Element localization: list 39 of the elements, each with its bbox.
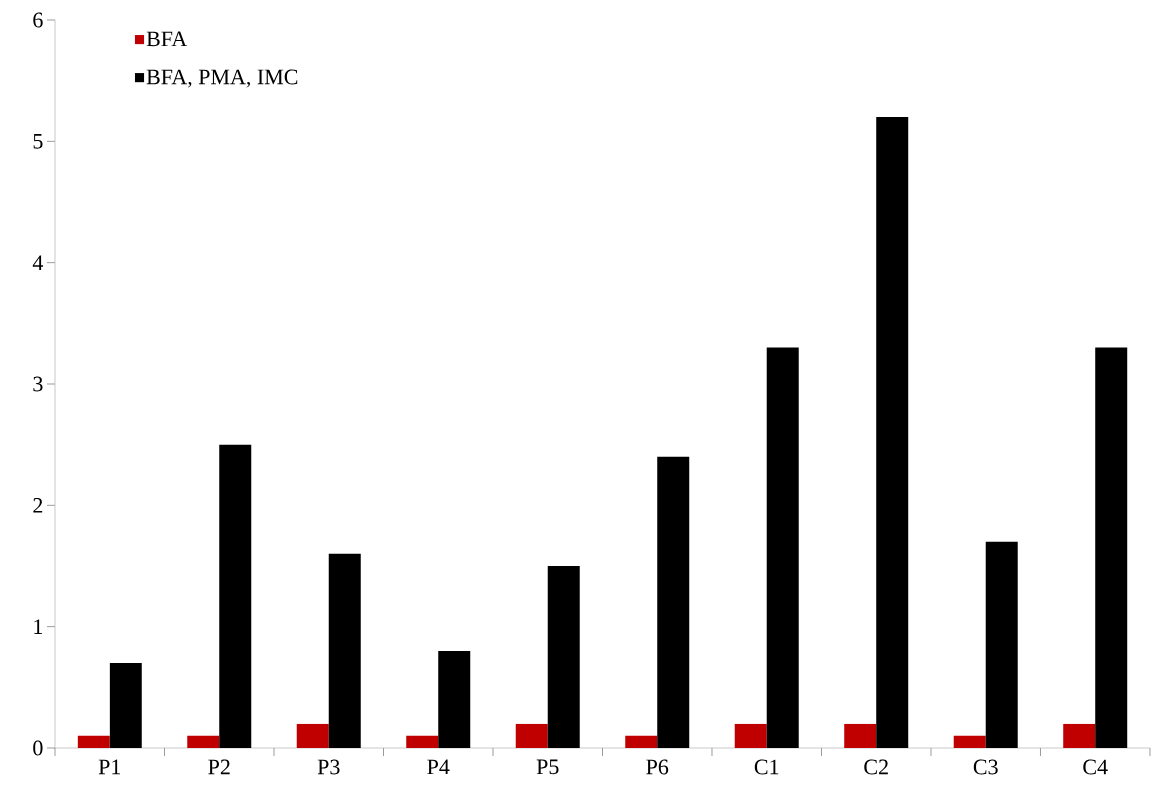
- y-tick-label: 5: [33, 134, 43, 149]
- bar: [1063, 723, 1096, 748]
- legend-label: BFA, PMA, IMC: [146, 69, 298, 88]
- bar: [766, 347, 799, 748]
- x-tick-label: C4: [1083, 759, 1108, 775]
- bar: [1095, 347, 1128, 748]
- x-tick-label: C3: [973, 759, 998, 775]
- y-tick-label: 0: [33, 740, 43, 756]
- x-tick-label: P6: [646, 759, 669, 775]
- bar: [406, 735, 439, 748]
- y-tick-label: 1: [34, 619, 43, 634]
- bar: [296, 723, 329, 748]
- x-tick-label: P5: [536, 759, 559, 775]
- x-tick-label: C2: [864, 759, 888, 775]
- bar: [109, 663, 142, 748]
- bar: [77, 735, 110, 748]
- bar: [734, 723, 767, 748]
- y-tick-label: 3: [33, 376, 43, 392]
- x-tick-label: P2: [208, 759, 230, 775]
- y-tick-label: 6: [33, 12, 43, 28]
- bar: [876, 117, 909, 748]
- bar: [657, 456, 690, 748]
- x-tick-label: C1: [754, 759, 779, 775]
- legend-label: BFA: [146, 31, 188, 47]
- bar: [328, 553, 361, 748]
- x-tick-label: P3: [317, 759, 340, 775]
- bar: [844, 723, 877, 748]
- bar: [547, 565, 580, 748]
- x-tick-label: P1: [98, 759, 121, 775]
- x-tick-label: P4: [427, 759, 450, 775]
- bar: [953, 735, 986, 748]
- bar: [187, 735, 220, 748]
- bar: [438, 650, 471, 748]
- bar: [515, 723, 548, 748]
- bar: [985, 541, 1018, 748]
- y-tick-label: 4: [32, 255, 44, 270]
- bar: [219, 444, 252, 748]
- bar: [625, 735, 658, 748]
- y-tick-label: 2: [33, 498, 43, 513]
